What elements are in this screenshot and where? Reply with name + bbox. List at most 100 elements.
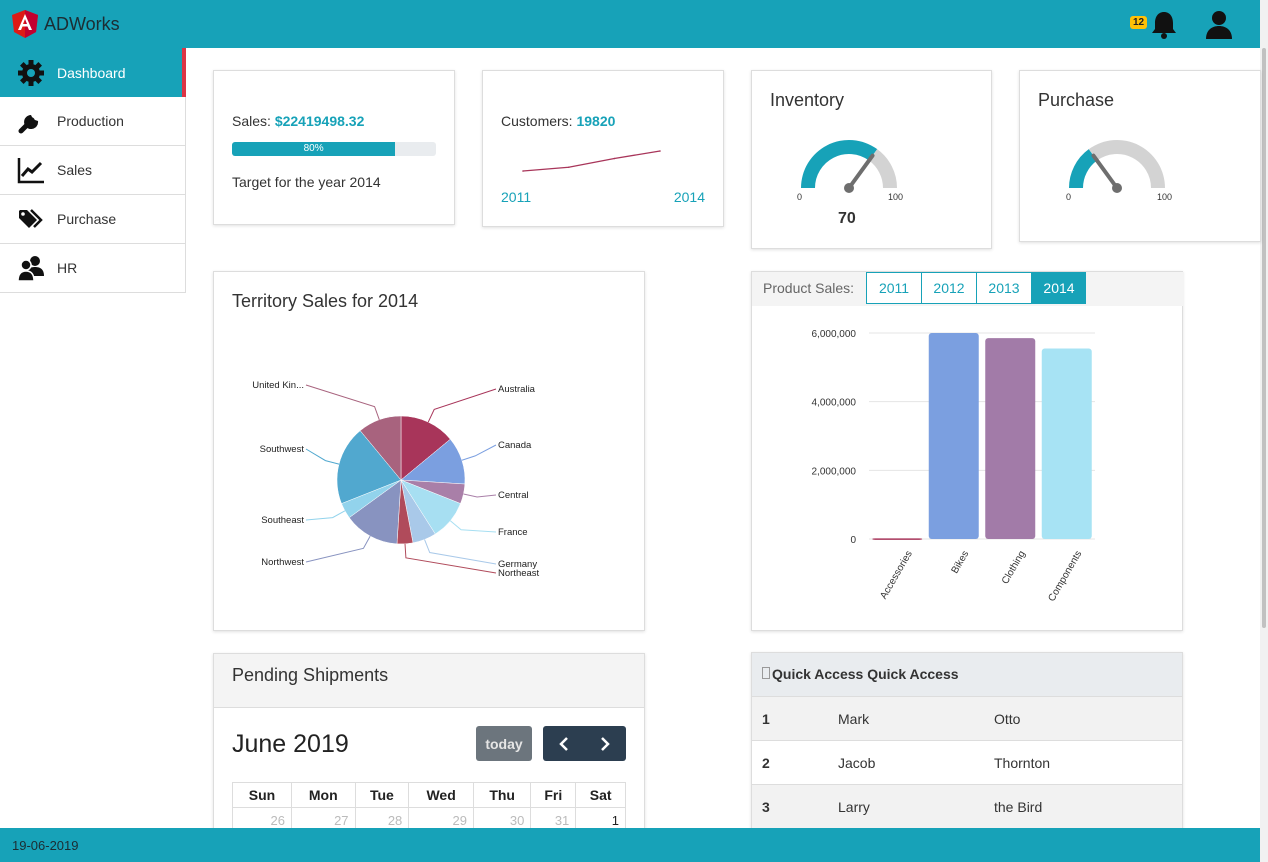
customers-value: 19820 bbox=[576, 113, 616, 129]
day-header: Sun bbox=[232, 782, 292, 808]
sidebar-item-production[interactable]: Production bbox=[0, 97, 186, 146]
pie-leader-northwest bbox=[305, 535, 371, 563]
year-2014-button[interactable]: 2014 bbox=[1032, 272, 1086, 304]
sales-summary: Sales: $22419498.32 bbox=[232, 113, 364, 129]
customers-point-2014 bbox=[659, 150, 661, 152]
pie-label-northeast: Northeast bbox=[498, 568, 540, 579]
day-header: Fri bbox=[530, 782, 577, 808]
purchase-title: Purchase bbox=[1038, 90, 1115, 110]
quick-access-img-alt: Quick Access bbox=[772, 666, 864, 682]
prev-month-button[interactable] bbox=[543, 726, 585, 761]
inventory-min-label: 0 bbox=[797, 192, 803, 202]
sidebar-item-sales[interactable]: Sales bbox=[0, 146, 186, 195]
quick-access-title: Quick Access bbox=[867, 666, 959, 682]
inventory-gauge-needle bbox=[847, 153, 875, 190]
sales-target-text: Target for the year 2014 bbox=[232, 174, 381, 190]
chart-line-icon bbox=[16, 155, 46, 185]
notifications-button[interactable]: 12 bbox=[1130, 10, 1180, 40]
pie-slice-southwest bbox=[336, 430, 402, 504]
sidebar-item-label: Sales bbox=[57, 162, 93, 178]
purchase-min-label: 0 bbox=[1066, 192, 1072, 202]
row-first-name: Jacob bbox=[837, 740, 993, 785]
customers-card: Customers: 19820 2011 2014 bbox=[482, 70, 724, 227]
pending-title: Pending Shipments bbox=[232, 665, 389, 685]
pie-label-southeast: Southeast bbox=[261, 515, 304, 526]
table-row[interactable]: 2 Jacob Thornton bbox=[752, 740, 1182, 785]
sales-progress: 80% bbox=[232, 142, 436, 156]
customers-label: Customers: bbox=[501, 113, 573, 129]
calendar-header-row: Sun Mon Tue Wed Thu Fri Sat bbox=[232, 782, 626, 808]
pie-leader-central bbox=[463, 493, 497, 498]
quick-access-card: Quick Access Quick Access 1 Mark Otto 2 … bbox=[751, 652, 1183, 852]
year-2012-button[interactable]: 2012 bbox=[922, 272, 977, 304]
users-icon bbox=[16, 253, 46, 283]
wrench-icon bbox=[16, 106, 46, 136]
day-header: Tue bbox=[354, 782, 410, 808]
bar-clothing bbox=[985, 338, 1036, 539]
pie-label-southwest: Southwest bbox=[260, 444, 305, 455]
row-last-name: Otto bbox=[993, 696, 1182, 741]
tags-icon bbox=[16, 204, 46, 234]
bar-accessories bbox=[872, 538, 923, 540]
pie-leader-southeast bbox=[305, 510, 346, 521]
pie-leader-france bbox=[449, 520, 497, 533]
purchase-gauge-needle bbox=[1091, 153, 1119, 190]
sales-progress-bar: 80% bbox=[232, 142, 396, 156]
day-header: Mon bbox=[290, 782, 356, 808]
inventory-gauge-hub bbox=[844, 183, 854, 193]
customers-point-2012 bbox=[567, 166, 570, 169]
row-last-name: the Bird bbox=[993, 784, 1182, 828]
inventory-gauge bbox=[801, 140, 897, 193]
year-2013-button[interactable]: 2013 bbox=[977, 272, 1032, 304]
product-sales-card: Product Sales: 2011 2012 2013 2014 0 2,00… bbox=[751, 271, 1184, 631]
scrollbar-thumb[interactable] bbox=[1262, 48, 1266, 628]
quick-access-heading: Quick Access Quick Access bbox=[762, 666, 959, 682]
today-button[interactable]: today bbox=[476, 726, 532, 761]
user-icon[interactable] bbox=[1204, 10, 1234, 40]
calendar-nav bbox=[543, 726, 626, 761]
row-number: 3 bbox=[752, 784, 837, 828]
pie-leader-united-kin bbox=[305, 384, 380, 420]
row-last-name: Thornton bbox=[993, 740, 1182, 785]
row-number: 2 bbox=[752, 740, 837, 785]
customers-end-year: 2014 bbox=[673, 189, 705, 205]
sidebar-item-label: Production bbox=[57, 113, 124, 129]
purchase-gauge bbox=[1069, 140, 1165, 193]
table-row[interactable]: 1 Mark Otto bbox=[752, 696, 1182, 741]
next-month-button[interactable] bbox=[585, 726, 627, 761]
purchase-gauge-value-arc bbox=[1069, 149, 1098, 188]
page-scrollbar[interactable] bbox=[1260, 0, 1268, 862]
product-sales-bar-chart: 0 2,000,000 4,000,000 6,000,000 Accessories B… bbox=[812, 329, 1095, 604]
row-first-name: Larry bbox=[837, 784, 993, 828]
year-2011-button[interactable]: 2011 bbox=[866, 272, 922, 304]
inventory-max-label: 100 bbox=[888, 192, 904, 202]
bar-ytick-label: 0 bbox=[850, 535, 856, 546]
pie-leader-southwest bbox=[305, 448, 340, 465]
customers-point-2013 bbox=[613, 157, 616, 160]
sidebar-item-dashboard[interactable]: Dashboard bbox=[0, 48, 186, 97]
customers-point-2011 bbox=[522, 170, 524, 172]
pie-label-united-kin: United Kin... bbox=[252, 380, 304, 391]
day-header: Sat bbox=[575, 782, 626, 808]
customers-line-series bbox=[522, 150, 661, 172]
table-row[interactable]: 3 Larry the Bird bbox=[752, 784, 1182, 828]
sidebar-item-purchase[interactable]: Purchase bbox=[0, 195, 186, 244]
pie-label-canada: Canada bbox=[498, 440, 532, 451]
sales-label: Sales: bbox=[232, 113, 271, 129]
pending-shipments-card: Pending Shipments June 2019 today Sun Mo… bbox=[213, 653, 645, 853]
customers-start-year: 2011 bbox=[501, 189, 532, 205]
day-header: Wed bbox=[408, 782, 474, 808]
inventory-gauge-value-arc bbox=[801, 140, 878, 188]
pie-leader-northeast bbox=[404, 543, 497, 574]
gear-icon bbox=[16, 58, 46, 88]
pie-label-northwest: Northwest bbox=[261, 557, 304, 568]
inventory-title: Inventory bbox=[770, 90, 845, 110]
sales-value: $22419498.32 bbox=[274, 113, 365, 129]
day-header: Thu bbox=[472, 782, 532, 808]
sidebar-item-hr[interactable]: HR bbox=[0, 244, 186, 293]
brand[interactable]: ADWorks bbox=[12, 10, 120, 38]
pie-leader-australia bbox=[427, 388, 497, 423]
top-bar: ADWorks 12 bbox=[0, 0, 1260, 48]
sidebar-item-label: Dashboard bbox=[57, 64, 126, 81]
bar-ytick-label: 2,000,000 bbox=[812, 466, 857, 477]
